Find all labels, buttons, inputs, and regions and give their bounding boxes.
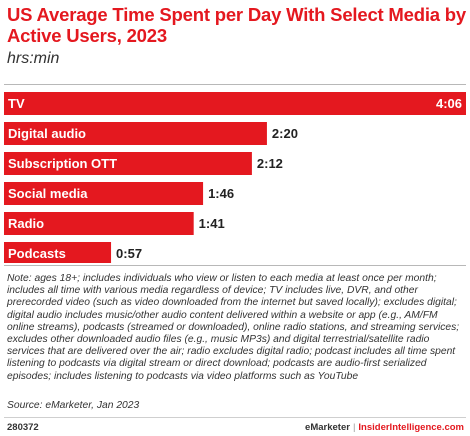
bar-label-podcasts: Podcasts [8,246,66,261]
bar-label-social-media: Social media [8,186,88,201]
bar-label-tv: TV [8,96,25,111]
bar-social-media [4,182,204,205]
bar-label-subscription-ott: Subscription OTT [8,156,117,171]
bar-tv [4,92,466,115]
brand-name: eMarketer [305,422,350,433]
brand-separator: | [352,422,356,433]
chart-title: US Average Time Spent per Day With Selec… [7,4,466,46]
footer-divider [4,417,466,418]
bar-value-tv: 4:06 [436,96,462,111]
bar-label-radio: Radio [8,216,44,231]
bar-subscription-ott [4,152,252,175]
bar-chart: TV 4:06 Digital audio 2:20 Subscription OTT 2… [4,92,466,263]
bar-value-podcasts: 0:57 [116,246,142,261]
bar-digital-audio [4,122,267,145]
bar-radio [4,212,194,235]
bar-value-subscription-ott: 2:12 [257,156,283,171]
chart-source: Source: eMarketer, Jan 2023 [7,400,140,411]
footer-brand: eMarketer | InsiderIntelligence.com [305,422,464,433]
bar-label-digital-audio: Digital audio [8,126,86,141]
bar-value-digital-audio: 2:20 [272,126,298,141]
bar-value-radio: 1:41 [199,216,225,231]
chart-note: Note: ages 18+; includes individuals who… [7,273,460,382]
chart-id: 280372 [7,422,39,433]
chart-subtitle: hrs:min [7,50,60,67]
bar-value-social-media: 1:46 [208,186,234,201]
note-divider [4,265,466,266]
bar-podcasts [4,242,112,263]
brand-site-link[interactable]: InsiderIntelligence.com [358,422,464,433]
header-divider [4,84,466,85]
